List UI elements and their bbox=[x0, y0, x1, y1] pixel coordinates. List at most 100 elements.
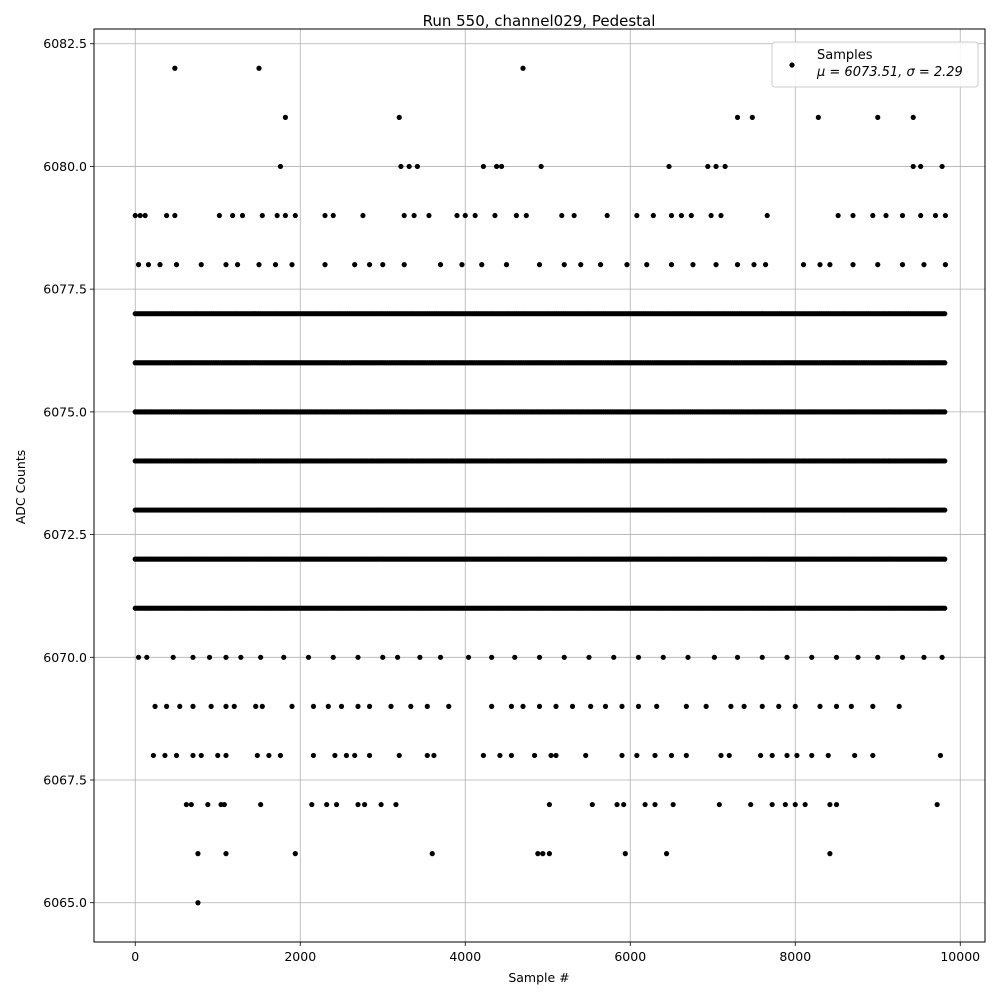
data-point bbox=[571, 212, 577, 219]
chart-title: Run 550, channel029, Pedestal bbox=[423, 12, 656, 30]
data-point bbox=[144, 654, 150, 660]
data-point bbox=[769, 801, 775, 808]
data-point bbox=[277, 163, 284, 170]
data-point bbox=[292, 851, 298, 857]
data-point bbox=[135, 262, 142, 268]
data-point bbox=[411, 212, 417, 219]
data-point bbox=[726, 752, 732, 759]
data-point bbox=[152, 703, 158, 709]
data-point bbox=[137, 212, 143, 219]
legend-marker bbox=[789, 62, 795, 68]
data-point bbox=[272, 262, 279, 268]
data-point bbox=[685, 654, 691, 660]
data-point bbox=[256, 65, 262, 71]
data-point bbox=[759, 703, 765, 709]
data-point bbox=[921, 262, 927, 268]
data-point bbox=[355, 703, 361, 709]
data-point bbox=[145, 262, 152, 268]
data-point bbox=[150, 752, 156, 759]
data-point bbox=[398, 163, 404, 170]
data-point bbox=[559, 212, 565, 219]
data-point bbox=[668, 752, 675, 759]
data-point bbox=[479, 262, 485, 268]
data-point bbox=[668, 212, 675, 219]
data-point bbox=[852, 752, 858, 759]
data-point bbox=[809, 752, 815, 759]
data-point bbox=[942, 458, 948, 464]
data-point bbox=[396, 752, 402, 759]
data-point bbox=[650, 212, 656, 219]
data-point bbox=[716, 801, 722, 808]
legend-box bbox=[771, 41, 979, 88]
data-point bbox=[703, 703, 709, 709]
data-point bbox=[918, 163, 924, 170]
data-point bbox=[338, 703, 345, 709]
data-point bbox=[177, 703, 183, 709]
data-point bbox=[875, 262, 881, 268]
data-point bbox=[708, 212, 714, 219]
data-point bbox=[254, 752, 260, 759]
data-point bbox=[205, 801, 211, 808]
data-point bbox=[520, 703, 526, 709]
data-point bbox=[206, 654, 213, 660]
data-point bbox=[583, 752, 589, 759]
y-tick-label: 6080.0 bbox=[43, 159, 87, 174]
y-tick-label: 6065.0 bbox=[43, 895, 87, 910]
x-axis-label: Sample # bbox=[508, 970, 569, 985]
data-point bbox=[535, 851, 541, 857]
data-point bbox=[540, 851, 546, 857]
data-point bbox=[937, 752, 944, 759]
y-tick-label: 6070.0 bbox=[43, 650, 87, 665]
data-point bbox=[711, 654, 718, 660]
data-point bbox=[690, 262, 696, 268]
data-point bbox=[683, 752, 689, 759]
data-point bbox=[910, 114, 916, 120]
data-point bbox=[705, 163, 711, 170]
data-point bbox=[310, 752, 317, 759]
data-point bbox=[538, 163, 544, 170]
y-tick-label: 6077.5 bbox=[43, 282, 87, 297]
data-point bbox=[162, 752, 168, 759]
data-point bbox=[513, 212, 520, 219]
x-tick-label: 2000 bbox=[284, 949, 316, 964]
data-point bbox=[322, 262, 328, 268]
data-point bbox=[784, 752, 790, 759]
data-point bbox=[480, 752, 486, 759]
y-axis-ticks: 6065.0 6067.5 6070.0 6072.5 6075.0 6077.5 6080… bbox=[43, 36, 94, 910]
data-point bbox=[322, 212, 328, 219]
data-point bbox=[762, 262, 769, 268]
data-point bbox=[588, 703, 594, 709]
data-point bbox=[611, 654, 617, 660]
data-point bbox=[190, 703, 196, 709]
data-point bbox=[355, 801, 361, 808]
data-point bbox=[942, 262, 949, 268]
data-point bbox=[406, 163, 412, 170]
data-point bbox=[713, 163, 719, 170]
data-point bbox=[380, 654, 386, 660]
data-point bbox=[722, 163, 728, 170]
data-point bbox=[190, 654, 196, 660]
data-point bbox=[523, 212, 529, 219]
data-point bbox=[343, 752, 350, 759]
data-point bbox=[741, 703, 747, 709]
data-point bbox=[553, 752, 559, 759]
data-point bbox=[157, 262, 163, 268]
data-point bbox=[170, 654, 176, 660]
data-point bbox=[782, 801, 788, 808]
data-point bbox=[833, 703, 840, 709]
data-point bbox=[875, 114, 881, 120]
data-point bbox=[492, 212, 498, 219]
data-point bbox=[188, 801, 194, 808]
data-point bbox=[310, 703, 317, 709]
data-point bbox=[417, 654, 423, 660]
data-point bbox=[508, 703, 515, 709]
data-point bbox=[462, 212, 468, 219]
data-point bbox=[216, 212, 222, 219]
data-point bbox=[172, 212, 178, 219]
data-point bbox=[899, 212, 906, 219]
data-point bbox=[619, 752, 625, 759]
data-point bbox=[827, 851, 833, 857]
data-point bbox=[395, 654, 401, 660]
data-point bbox=[396, 114, 402, 120]
data-point bbox=[426, 212, 432, 219]
